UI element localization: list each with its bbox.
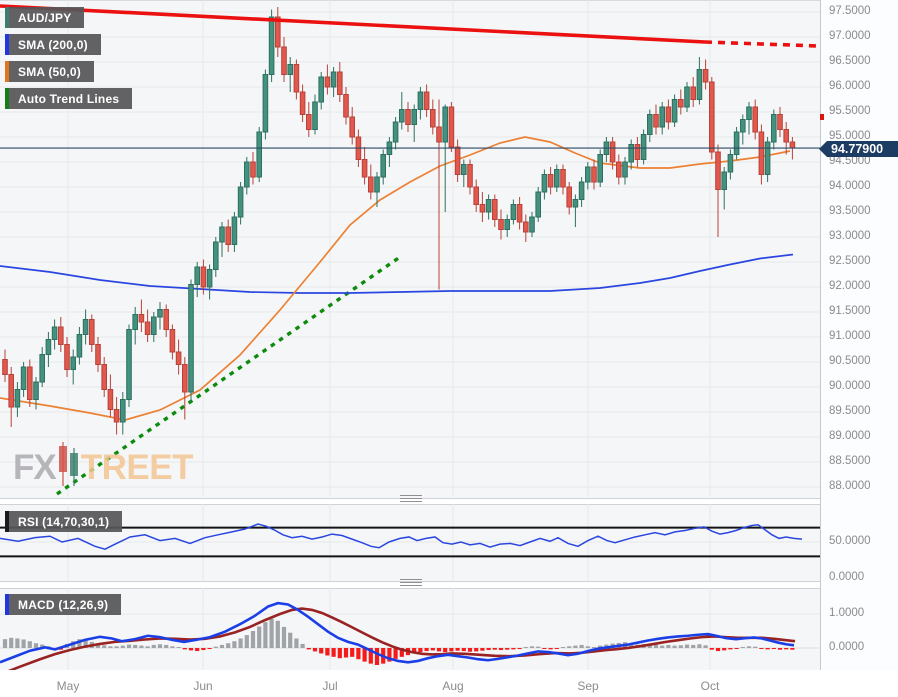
price-axis-label: 94.0000	[829, 180, 871, 192]
price-axis[interactable]	[820, 0, 898, 670]
price-axis-label: 95.5000	[829, 105, 871, 117]
legend-accent-sma50	[5, 61, 9, 82]
fxstreet-watermark: FX TREET	[13, 442, 193, 488]
trendline-axis-marker	[820, 114, 824, 120]
time-axis-label: Oct	[700, 679, 720, 693]
price-axis-label: 92.5000	[829, 255, 871, 267]
price-axis-label: 89.0000	[829, 430, 871, 442]
legend-item-atl[interactable]: Auto Trend Lines	[5, 88, 133, 109]
time-axis-label: May	[56, 679, 80, 693]
price-axis-label: 91.5000	[829, 305, 871, 317]
badge-arrow-icon	[819, 141, 827, 157]
legend-item-sma50[interactable]: SMA (50,0)	[5, 61, 94, 82]
macd-axis-label: 1.0000	[829, 607, 865, 619]
macd-axis-label: 0.0000	[829, 641, 865, 653]
price-axis-label: 97.5000	[829, 5, 871, 17]
price-axis-label: 96.0000	[829, 80, 871, 92]
legend-accent-macd	[5, 594, 9, 615]
time-axis-label: Sep	[577, 679, 599, 693]
legend-accent-sma200	[5, 34, 9, 55]
price-axis-label: 96.5000	[829, 55, 871, 67]
legend-accent-audjpy	[5, 7, 9, 28]
legend-label-macd: MACD (12,26,9)	[9, 594, 122, 615]
rsi-chart-svg[interactable]	[0, 504, 820, 581]
legend-label-sma50: SMA (50,0)	[9, 61, 94, 82]
price-axis-label: 91.0000	[829, 330, 871, 342]
legend-label-sma200: SMA (200,0)	[9, 34, 101, 55]
legend-accent-rsi	[5, 511, 9, 532]
macd-pane[interactable]	[0, 588, 820, 671]
pane-resize-handle-2[interactable]	[400, 578, 422, 587]
time-axis-label: Jun	[193, 679, 213, 693]
legend-item-sma200[interactable]: SMA (200,0)	[5, 34, 101, 55]
pane-resize-handle-1[interactable]	[400, 494, 422, 503]
legend-accent-atl	[5, 88, 9, 109]
price-axis-label: 88.0000	[829, 480, 871, 492]
rsi-axis-label: 0.0000	[829, 571, 865, 583]
legend-item-macd[interactable]: MACD (12,26,9)	[5, 594, 122, 615]
time-axis-label: Jul	[322, 679, 338, 693]
legend-item-audjpy[interactable]: AUD/JPY	[5, 7, 85, 28]
time-axis-label: Aug	[442, 679, 464, 693]
rsi-pane[interactable]	[0, 504, 820, 582]
price-axis-label: 97.0000	[829, 30, 871, 42]
price-axis-label: 88.5000	[829, 455, 871, 467]
rsi-axis-label: 50.0000	[829, 535, 871, 547]
legend-label-audjpy: AUD/JPY	[9, 7, 85, 28]
last-price-value: 94.77900	[831, 142, 884, 156]
price-axis-label: 95.0000	[829, 130, 871, 142]
price-axis-label: 89.5000	[829, 405, 871, 417]
macd-chart-svg[interactable]	[0, 588, 820, 670]
price-axis-label: 93.5000	[829, 205, 871, 217]
price-axis-label: 93.0000	[829, 230, 871, 242]
price-axis-label: 94.5000	[829, 155, 871, 167]
price-axis-label: 90.0000	[829, 380, 871, 392]
watermark-street-text: TREET	[80, 448, 194, 487]
price-chart-svg[interactable]	[0, 0, 820, 498]
legend-label-rsi: RSI (14,70,30,1)	[9, 511, 123, 532]
price-axis-label: 92.0000	[829, 280, 871, 292]
last-price-badge: 94.77900	[819, 141, 898, 157]
watermark-fx-text: FX	[13, 448, 57, 487]
legend-item-rsi[interactable]: RSI (14,70,30,1)	[5, 511, 123, 532]
price-axis-label: 90.5000	[829, 355, 871, 367]
watermark-candle-icon	[58, 442, 78, 486]
time-axis[interactable]	[0, 670, 898, 697]
legend-label-atl: Auto Trend Lines	[9, 88, 133, 109]
